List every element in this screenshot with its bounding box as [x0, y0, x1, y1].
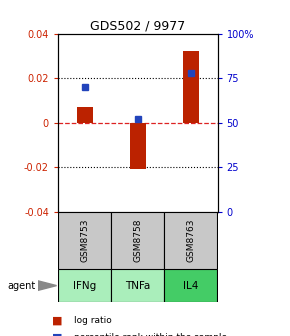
Text: agent: agent — [7, 281, 35, 291]
Title: GDS502 / 9977: GDS502 / 9977 — [90, 19, 185, 33]
Bar — [130, 123, 146, 169]
Text: IFNg: IFNg — [73, 281, 96, 291]
Bar — [164, 212, 218, 269]
Text: log ratio: log ratio — [74, 317, 112, 325]
Bar — [183, 51, 199, 123]
Text: ■: ■ — [52, 316, 63, 326]
Bar — [58, 269, 111, 302]
Bar — [58, 212, 111, 269]
Bar — [164, 269, 218, 302]
Bar — [111, 269, 164, 302]
Text: IL4: IL4 — [183, 281, 199, 291]
Text: percentile rank within the sample: percentile rank within the sample — [74, 333, 227, 336]
Bar — [77, 107, 93, 123]
Text: TNFa: TNFa — [125, 281, 151, 291]
Bar — [111, 212, 164, 269]
Text: GSM8753: GSM8753 — [80, 218, 89, 262]
Text: GSM8763: GSM8763 — [186, 218, 195, 262]
Text: GSM8758: GSM8758 — [133, 218, 142, 262]
Text: ■: ■ — [52, 333, 63, 336]
Polygon shape — [38, 281, 57, 290]
